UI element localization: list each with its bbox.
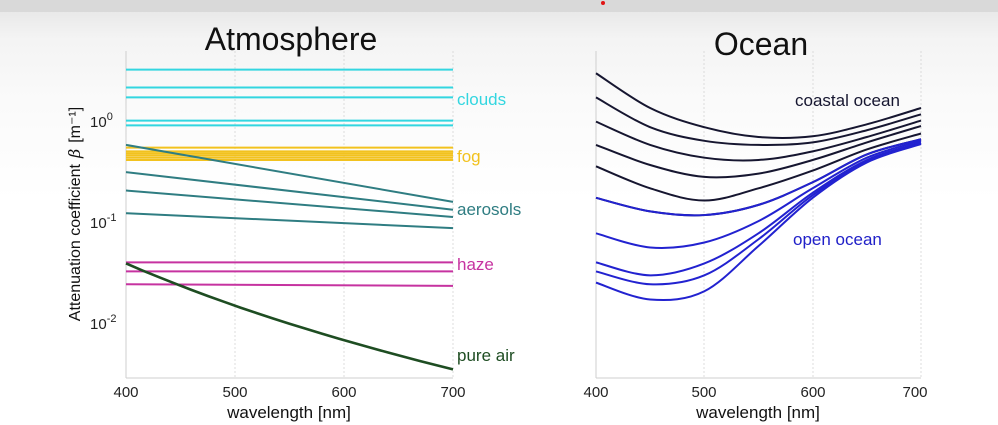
ocean-grid: [703, 51, 922, 378]
ocean-title: Ocean: [714, 26, 808, 62]
coastal-ocean-line: [595, 125, 922, 179]
x-tick-label: 600: [800, 384, 825, 401]
x-tick-label: 600: [331, 384, 356, 401]
aerosols-line: [125, 189, 454, 218]
ocean-panel: Ocean 400 500 600 700 wavelength [nm] co…: [583, 26, 927, 422]
clouds-label: clouds: [457, 90, 506, 109]
coastal-ocean-label: coastal ocean: [795, 91, 900, 110]
ocean-x-label: wavelength [nm]: [695, 403, 820, 422]
pure-air-line: [125, 262, 454, 371]
pointer-dot: [601, 1, 605, 5]
atmosphere-category-labels: clouds fog aerosols haze pure air: [457, 90, 521, 365]
ocean-series: [595, 72, 922, 302]
haze-label: haze: [457, 255, 494, 274]
atmosphere-x-ticks: 400 500 600 700: [113, 384, 465, 401]
y-tick-label: 10-1: [90, 212, 116, 232]
y-tick-label: 100: [90, 111, 113, 131]
fog-label: fog: [457, 147, 481, 166]
open-ocean-line: [595, 142, 922, 286]
y-axis-label: Attenuation coefficientβ[m⁻¹]: [65, 107, 84, 321]
atmosphere-title: Atmosphere: [205, 21, 378, 57]
coastal-ocean-line: [595, 72, 922, 140]
top-band: [0, 0, 998, 12]
x-tick-label: 400: [583, 384, 608, 401]
x-tick-label: 400: [113, 384, 138, 401]
open-ocean-line: [595, 139, 922, 249]
x-tick-label: 700: [440, 384, 465, 401]
atmosphere-panel: Atmosphere 100 10-1 10-2 400 500 600 700…: [65, 21, 521, 422]
y-tick-label: 10-2: [90, 313, 116, 333]
aerosols-line: [125, 171, 454, 211]
aerosols-label: aerosols: [457, 200, 521, 219]
ocean-x-ticks: 400 500 600 700: [583, 384, 927, 401]
x-tick-label: 500: [691, 384, 716, 401]
coastal-ocean-line: [595, 132, 922, 202]
coastal-ocean-line: [595, 96, 922, 146]
open-ocean-line: [595, 143, 922, 302]
x-tick-label: 700: [902, 384, 927, 401]
atmosphere-y-ticks: 100 10-1 10-2: [90, 111, 116, 333]
atmosphere-grid: [234, 51, 454, 378]
atmosphere-x-label: wavelength [nm]: [226, 403, 351, 422]
open-ocean-label: open ocean: [793, 230, 882, 249]
x-tick-label: 500: [222, 384, 247, 401]
aerosols-line: [125, 143, 454, 203]
open-ocean-line: [595, 141, 922, 277]
atmosphere-series: [125, 68, 454, 371]
pure-air-label: pure air: [457, 346, 515, 365]
aerosols-line: [125, 212, 454, 230]
coastal-ocean-line: [595, 119, 922, 162]
open-ocean-line: [595, 138, 922, 217]
